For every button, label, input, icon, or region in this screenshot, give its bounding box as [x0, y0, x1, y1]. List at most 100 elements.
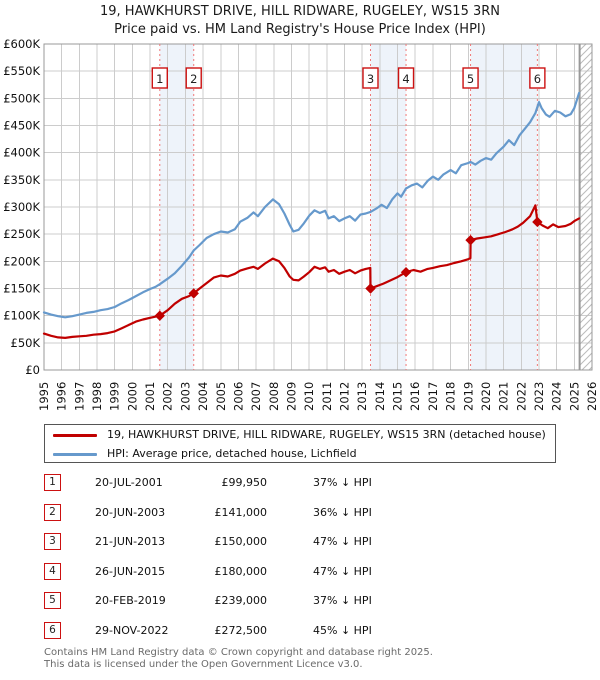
y-axis-tick-label: £150K: [3, 282, 40, 296]
sale-point-diamond: [365, 283, 376, 294]
hpi-line-swatch: [53, 453, 97, 456]
y-axis-tick-label: £300K: [3, 200, 40, 214]
price-line-swatch: [53, 434, 97, 437]
price-hpi-chart: 1 2 3 4 5 6 £600K £550K £500K £450K £400K £350K £300…: [3, 37, 599, 411]
x-axis-tick-label: 1995: [37, 382, 51, 411]
legend-item-price: 19, HAWKHURST DRIVE, HILL RIDWARE, RUGEL…: [45, 426, 555, 444]
y-axis-tick-label: £0: [25, 363, 40, 377]
price-line: [42, 204, 581, 339]
legend-item-hpi: HPI: Average price, detached house, Lich…: [45, 445, 555, 463]
sale-marker-number: 4: [402, 72, 409, 86]
sale-marker-number: 3: [367, 72, 374, 86]
sale-marker-box: [397, 67, 415, 89]
y-axis-tick-label: £350K: [3, 173, 40, 187]
table-row: 5 20-FEB-2019 £239,000 37% ↓ HPI: [44, 588, 424, 618]
sale-hpi-diff: 37% ↓ HPI: [313, 476, 372, 489]
sale-marker-box: [529, 67, 546, 89]
licence-footer: Contains HM Land Registry data © Crown c…: [44, 647, 433, 670]
sale-date: 20-FEB-2019: [95, 594, 166, 607]
x-axis-tick-label: 2007: [249, 382, 263, 411]
table-row: 2 20-JUN-2003 £141,000 36% ↓ HPI: [44, 500, 424, 530]
x-axis-tick-label: 2020: [479, 382, 493, 411]
x-axis-tick-label: 2012: [338, 382, 352, 411]
table-row: 4 26-JUN-2015 £180,000 47% ↓ HPI: [44, 559, 424, 589]
x-axis-tick-label: 2018: [444, 382, 458, 411]
sale-number-badge: 1: [44, 474, 61, 491]
footer-line-1: Contains HM Land Registry data © Crown c…: [44, 647, 433, 658]
sale-date: 21-JUN-2013: [95, 535, 166, 548]
sale-number-badge: 6: [44, 621, 61, 639]
y-axis-tick-label: £200K: [3, 254, 40, 268]
y-axis-tick-label: £600K: [3, 37, 40, 51]
page-subtitle: Price paid vs. HM Land Registry's House …: [114, 22, 486, 37]
sale-marker-box: [185, 67, 202, 89]
table-row: 1 20-JUL-2001 £99,950 37% ↓ HPI: [44, 470, 424, 500]
legend-label-hpi: HPI: Average price, detached house, Lich…: [107, 447, 357, 460]
x-axis-tick-label: 2015: [391, 382, 405, 411]
y-axis-tick-label: £500K: [3, 91, 40, 105]
sale-point-diamond: [465, 234, 476, 246]
y-axis-tick-label: £400K: [3, 146, 40, 160]
sale-point-diamond: [532, 216, 543, 228]
page-title: 19, HAWKHURST DRIVE, HILL RIDWARE, RUGEL…: [100, 4, 500, 19]
future-hatch-region: [579, 44, 592, 370]
sale-hpi-diff: 45% ↓ HPI: [313, 623, 372, 637]
x-axis-tick-label: 2005: [214, 382, 228, 411]
x-axis-tick-label: 1997: [72, 382, 86, 411]
sale-price: £141,000: [214, 505, 268, 519]
y-axis-tick-label: £50K: [11, 336, 41, 350]
sale-date: 20-JUL-2001: [95, 476, 163, 489]
y-axis-tick-label: £100K: [3, 309, 40, 323]
x-axis-tick-label: 2024: [550, 382, 564, 411]
x-axis-tick-label: 2003: [178, 382, 192, 411]
sale-date: 29-NOV-2022: [95, 623, 169, 637]
x-axis-tick-label: 2017: [426, 382, 440, 411]
x-axis-tick-label: 2026: [585, 382, 599, 411]
sale-marker-number: 1: [156, 72, 163, 86]
sale-number-badge: 4: [44, 562, 61, 580]
sale-hpi-diff: 36% ↓ HPI: [313, 505, 372, 519]
sale-number-badge: 5: [44, 592, 61, 609]
x-axis-tick-label: 2009: [284, 382, 298, 411]
sale-date: 26-JUN-2015: [95, 564, 166, 578]
sale-marker-number: 5: [467, 72, 474, 86]
x-axis-tick-label: 2016: [408, 382, 422, 411]
x-axis-tick-label: 2000: [125, 382, 139, 411]
sale-point-diamond: [188, 288, 199, 299]
sale-hpi-diff: 47% ↓ HPI: [313, 564, 372, 578]
sale-hpi-diff: 37% ↓ HPI: [313, 594, 372, 607]
sale-marker-box: [462, 67, 479, 89]
x-axis-tick-label: 2004: [196, 382, 210, 411]
x-axis-tick-label: 2010: [302, 382, 316, 411]
x-axis-tick-label: 2008: [267, 382, 281, 411]
table-row: 6 29-NOV-2022 £272,500 45% ↓ HPI: [44, 618, 424, 648]
x-axis-tick-label: 2002: [161, 382, 175, 411]
x-axis-tick-label: 2025: [567, 382, 581, 411]
plot-border: [43, 43, 593, 371]
x-axis-tick-label: 1999: [108, 382, 122, 411]
sale-point-diamond: [400, 267, 412, 278]
y-axis-tick-label: £250K: [3, 227, 40, 241]
x-axis-tick-label: 2022: [514, 382, 528, 411]
sale-hpi-diff: 47% ↓ HPI: [313, 535, 372, 548]
x-axis-tick-label: 2014: [373, 382, 387, 411]
sale-marker-box: [362, 67, 379, 89]
x-axis-tick-label: 2021: [497, 382, 511, 411]
x-axis-tick-label: 2001: [143, 382, 157, 411]
legend-label-price: 19, HAWKHURST DRIVE, HILL RIDWARE, RUGEL…: [107, 428, 546, 441]
x-axis-tick-label: 2023: [532, 382, 546, 411]
x-axis-tick-label: 2019: [461, 382, 475, 411]
y-axis-tick-label: £550K: [3, 64, 40, 78]
footer-line-2: This data is licensed under the Open Gov…: [44, 658, 363, 670]
sale-price: £99,950: [221, 476, 268, 489]
sale-number-badge: 3: [44, 533, 61, 550]
y-axis-tick-label: £450K: [3, 119, 40, 133]
x-axis-tick-label: 2013: [355, 382, 369, 411]
table-row: 3 21-JUN-2013 £150,000 47% ↓ HPI: [44, 529, 424, 559]
sale-marker-number: 2: [190, 72, 197, 86]
sale-date: 20-JUN-2003: [95, 505, 166, 519]
legend: 19, HAWKHURST DRIVE, HILL RIDWARE, RUGEL…: [44, 424, 556, 463]
x-axis-tick-label: 1996: [55, 382, 69, 411]
x-axis-tick-label: 1998: [90, 382, 104, 411]
